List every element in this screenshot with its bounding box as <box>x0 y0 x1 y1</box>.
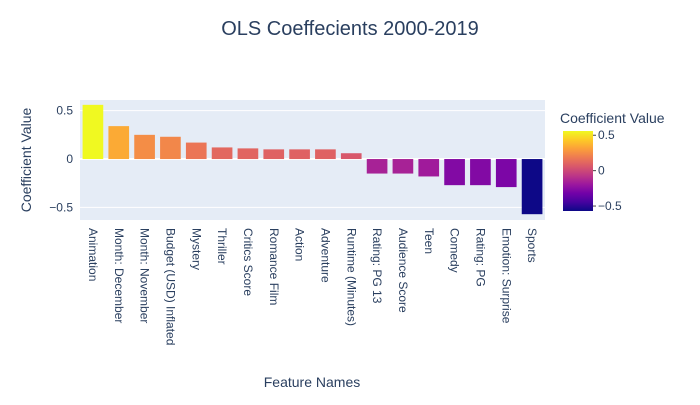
bar[interactable] <box>108 126 130 160</box>
y-tick-label: −0.5 <box>49 200 73 214</box>
x-tick-label: Runtime (Minutes) <box>344 228 358 326</box>
x-tick-label: Sports <box>525 228 539 263</box>
bar[interactable] <box>82 104 104 160</box>
bar[interactable] <box>211 147 233 160</box>
y-tick-label: 0.5 <box>56 104 73 118</box>
x-tick-label: Audience Score <box>396 228 410 313</box>
bar[interactable] <box>392 159 414 174</box>
colorbar-tick-label: 0.5 <box>598 128 615 142</box>
bar[interactable] <box>470 159 491 186</box>
gridlines <box>80 110 545 208</box>
y-tick-label: 0 <box>66 152 73 166</box>
x-tick-label: Critics Score <box>241 228 255 296</box>
x-tick-label: Teen <box>422 228 436 254</box>
bar[interactable] <box>289 149 310 160</box>
bar[interactable] <box>340 153 362 160</box>
chart-title: OLS Coeffecients 2000-2019 <box>221 18 479 40</box>
x-tick-label: Month: November <box>138 228 152 323</box>
x-tick-label: Mystery <box>189 228 203 270</box>
x-tick-label: Animation <box>86 228 100 281</box>
x-tick-label: Month: December <box>112 228 126 323</box>
x-tick-label: Romance Film <box>267 228 281 305</box>
x-tick-label: Emotion: Surprise <box>499 228 513 324</box>
x-tick-label: Budget (USD) Inflated <box>163 228 177 345</box>
x-tick-label: Action <box>293 228 307 261</box>
bars <box>82 104 543 215</box>
bar[interactable] <box>134 134 155 160</box>
colorbar-tick-label: 0 <box>598 164 605 178</box>
bar[interactable] <box>263 149 285 160</box>
y-axis-title: Coefficient Value <box>18 108 34 213</box>
bar[interactable] <box>237 148 259 160</box>
x-tick-labels: Animation Month: December Month: November B… <box>86 228 539 345</box>
x-tick-label: Rating: PG 13 <box>370 228 384 304</box>
bar[interactable] <box>160 136 181 160</box>
colorbar-tick-label: −0.5 <box>598 199 622 213</box>
colorbar-title: Coefficient Value <box>560 110 665 126</box>
bar[interactable] <box>418 159 440 177</box>
colorbar: Coefficient Value −0.5 0 0.5 <box>560 110 665 213</box>
x-tick-label: Adventure <box>318 228 332 283</box>
x-axis-title: Feature Names <box>264 374 360 390</box>
colorbar-ticks: −0.5 0 0.5 <box>593 128 622 213</box>
colorbar-gradient <box>563 131 593 211</box>
bar[interactable] <box>495 159 517 188</box>
bar[interactable] <box>315 149 336 160</box>
bar[interactable] <box>366 159 388 174</box>
x-tick-label: Comedy <box>448 228 462 273</box>
y-tick-labels: −0.5 0 0.5 <box>49 104 73 215</box>
bar[interactable] <box>521 159 543 215</box>
x-tick-label: Rating: PG <box>473 228 487 287</box>
bar[interactable] <box>185 142 207 160</box>
x-tick-label: Thriller <box>215 228 229 265</box>
bar[interactable] <box>444 159 465 186</box>
